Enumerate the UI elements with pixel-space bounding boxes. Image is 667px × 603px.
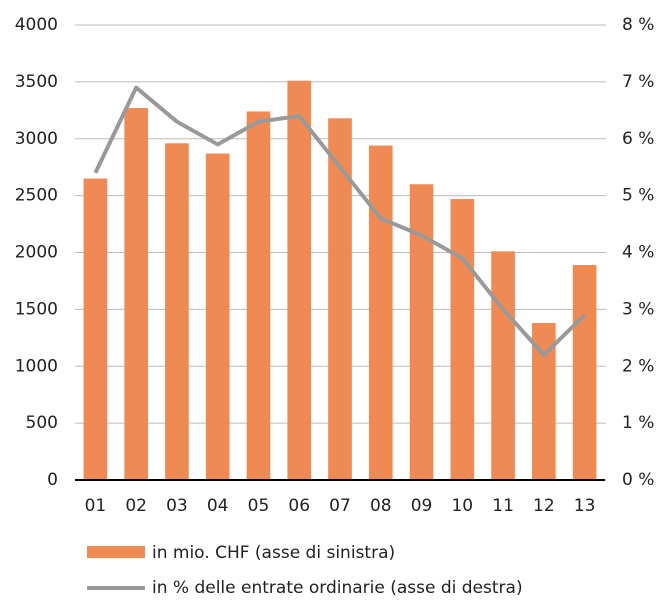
y2-tick-label: 5 %: [622, 186, 654, 206]
x-tick-label: 13: [574, 496, 596, 516]
bar: [368, 145, 393, 480]
legend-label: in mio. CHF (asse di sinistra): [152, 543, 395, 563]
bar: [572, 265, 597, 480]
y2-tick-label: 4 %: [622, 243, 654, 263]
bar: [83, 178, 108, 480]
y2-tick-label: 6 %: [622, 129, 654, 149]
y2-tick-label: 2 %: [622, 356, 654, 376]
x-tick-label: 01: [85, 496, 107, 516]
y2-tick-label: 1 %: [622, 413, 654, 433]
bar: [409, 184, 434, 480]
x-tick-label: 04: [207, 496, 229, 516]
x-tick-label: 11: [492, 496, 514, 516]
bar: [287, 80, 312, 481]
x-tick-label: 05: [248, 496, 270, 516]
x-tick-label: 02: [125, 496, 147, 516]
y-tick-label: 3500: [15, 72, 58, 92]
x-tick-label: 06: [288, 496, 310, 516]
bar: [450, 199, 475, 480]
x-tick-label: 08: [370, 496, 392, 516]
y2-tick-label: 0 %: [622, 470, 654, 490]
y-tick-label: 4000: [15, 15, 58, 35]
x-tick-label: 10: [451, 496, 473, 516]
y-tick-label: 1500: [15, 299, 58, 319]
y-tick-label: 2500: [15, 186, 58, 206]
bar: [328, 118, 352, 481]
y-tick-label: 2000: [15, 243, 58, 263]
x-tick-label: 07: [329, 496, 351, 516]
y2-tick-label: 7 %: [622, 72, 654, 92]
bar: [246, 111, 271, 480]
bar: [532, 323, 556, 480]
y-tick-label: 1000: [15, 356, 58, 376]
bar: [491, 251, 515, 480]
x-tick-label: 09: [411, 496, 433, 516]
bar: [165, 143, 189, 481]
y-tick-label: 0: [47, 470, 58, 490]
x-tick-label: 12: [533, 496, 555, 516]
line: [93, 85, 587, 357]
bar: [205, 153, 230, 480]
bar: [124, 108, 148, 480]
legend-swatch: [87, 546, 145, 558]
x-tick-label: 03: [166, 496, 188, 516]
y2-tick-label: 3 %: [622, 299, 654, 319]
y2-tick-label: 8 %: [622, 15, 654, 35]
y-tick-label: 500: [26, 413, 58, 433]
legend-label: in % delle entrate ordinarie (asse di de…: [152, 578, 523, 598]
y-tick-label: 3000: [15, 129, 58, 149]
